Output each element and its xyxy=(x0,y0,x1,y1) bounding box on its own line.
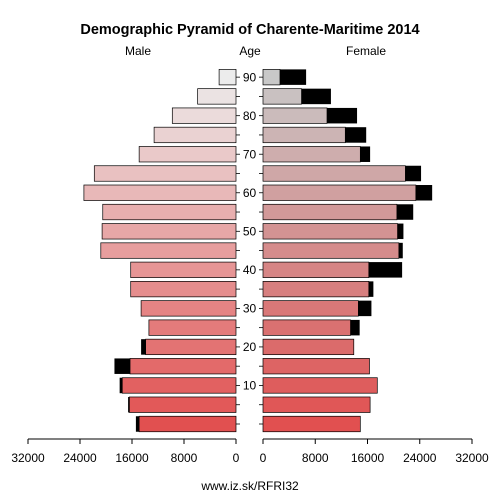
female-x-tick-label: 24000 xyxy=(403,451,437,465)
female-surplus-bar xyxy=(396,204,414,220)
male-bar xyxy=(218,69,237,86)
male-bar xyxy=(100,242,237,259)
female-bar xyxy=(262,338,355,356)
female-bar xyxy=(262,300,359,317)
female-surplus-bar xyxy=(405,165,422,182)
female-bar xyxy=(262,88,302,105)
female-x-tick-label: 16000 xyxy=(351,451,385,465)
age-tick-label: 80 xyxy=(243,109,257,123)
male-bar xyxy=(138,146,237,163)
female-bar xyxy=(262,281,370,298)
male-bar xyxy=(83,184,237,201)
source-footer: www.iz.sk/RFRI32 xyxy=(200,479,299,493)
age-tick-label: 70 xyxy=(243,147,257,161)
female-bar xyxy=(262,223,398,240)
male-x-tick-label: 16000 xyxy=(115,451,149,465)
age-label: Age xyxy=(239,44,261,58)
male-bar xyxy=(148,319,237,336)
female-x-tick-label: 32000 xyxy=(455,451,489,465)
male-surplus-bar xyxy=(119,377,123,394)
female-surplus-bar xyxy=(345,127,367,143)
female-bar xyxy=(262,184,417,201)
age-tick-label: 10 xyxy=(243,379,257,393)
male-bar xyxy=(140,300,237,317)
male-bar xyxy=(102,203,237,221)
female-label: Female xyxy=(346,44,386,58)
female-x-tick-label: 0 xyxy=(260,451,267,465)
female-bar xyxy=(262,377,378,394)
female-surplus-bar xyxy=(368,262,403,278)
female-bar xyxy=(262,69,281,86)
male-bar xyxy=(130,261,237,278)
female-bar xyxy=(262,242,400,259)
bars-layer xyxy=(83,69,433,433)
male-bar xyxy=(101,223,237,240)
age-tick-label: 90 xyxy=(243,70,257,84)
male-x-tick-label: 8000 xyxy=(171,451,198,465)
male-bar xyxy=(130,281,237,298)
female-surplus-bar xyxy=(415,185,433,201)
female-bar xyxy=(262,396,371,413)
female-surplus-bar xyxy=(279,69,307,85)
female-bar xyxy=(262,203,398,221)
male-x-tick-label: 32000 xyxy=(11,451,45,465)
age-tick-label: 60 xyxy=(243,186,257,200)
female-surplus-bar xyxy=(301,88,331,105)
male-bar xyxy=(145,338,237,356)
axes-layer: 10 20 30 40 50 60 70 80 90 32000 24000 16000 8000 0 0 8… xyxy=(11,70,489,465)
male-bar xyxy=(153,126,237,144)
male-x-tick-label: 24000 xyxy=(63,451,97,465)
age-tick-label: 50 xyxy=(243,225,257,239)
female-bar xyxy=(262,126,346,144)
female-bar xyxy=(262,261,370,278)
male-bar xyxy=(121,377,237,394)
age-tick-label: 20 xyxy=(243,340,257,354)
female-bar xyxy=(262,165,406,182)
age-tick-label: 40 xyxy=(243,263,257,277)
female-bar xyxy=(262,319,351,336)
male-bar xyxy=(197,88,237,105)
female-surplus-bar xyxy=(327,107,358,124)
male-bar xyxy=(129,396,237,413)
female-x-tick-label: 8000 xyxy=(302,451,329,465)
female-surplus-bar xyxy=(358,300,372,317)
female-surplus-bar xyxy=(398,242,403,259)
male-bar xyxy=(129,358,237,375)
female-bar xyxy=(262,358,370,375)
male-bar xyxy=(138,415,237,433)
female-bar xyxy=(262,107,328,124)
age-tick-label: 30 xyxy=(243,302,257,316)
male-surplus-bar xyxy=(128,396,130,413)
female-surplus-bar xyxy=(397,223,404,240)
female-bar xyxy=(262,146,361,163)
female-surplus-bar xyxy=(350,319,360,336)
female-bar xyxy=(262,415,361,433)
chart-title: Demographic Pyramid of Charente-Maritime… xyxy=(80,22,419,38)
male-surplus-bar xyxy=(114,358,131,374)
male-bar xyxy=(171,107,237,124)
male-surplus-bar xyxy=(141,339,146,355)
male-label: Male xyxy=(125,44,151,58)
male-x-tick-label: 0 xyxy=(233,451,240,465)
male-surplus-bar xyxy=(135,416,140,432)
female-surplus-bar xyxy=(368,281,374,297)
female-surplus-bar xyxy=(360,146,371,162)
male-bar xyxy=(93,165,237,182)
